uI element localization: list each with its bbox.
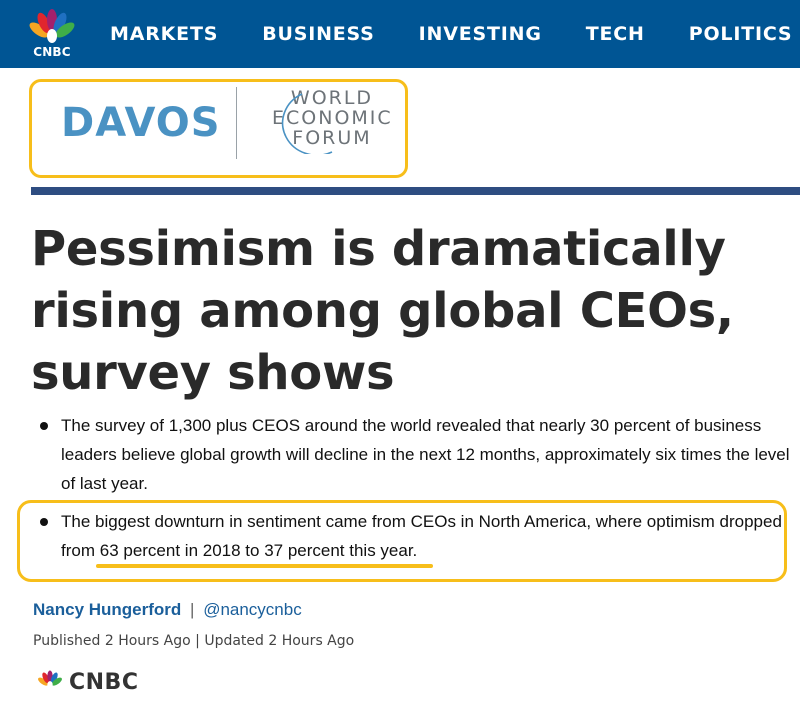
key-point-1: The survey of 1,300 plus CEOS around the… bbox=[40, 411, 795, 498]
author-link[interactable]: Nancy Hungerford bbox=[33, 600, 182, 619]
logo-wordmark: CNBC bbox=[33, 45, 71, 59]
nav-item-investing[interactable]: INVESTING bbox=[418, 23, 542, 45]
wef-line-1: WORLD bbox=[290, 87, 374, 109]
key-point-2: The biggest downturn in sentiment came f… bbox=[40, 507, 795, 568]
bullet-icon bbox=[40, 422, 48, 430]
top-nav: CNBC MARKETS BUSINESS INVESTING TECH POL… bbox=[0, 0, 800, 68]
davos-banner[interactable]: DAVOS WORLD ECONOMIC FORUM bbox=[29, 79, 408, 178]
wef-line-2: ECONOMIC bbox=[272, 107, 393, 129]
nav-item-markets[interactable]: MARKETS bbox=[110, 23, 219, 45]
nav-menu: MARKETS BUSINESS INVESTING TECH POLITICS bbox=[110, 0, 800, 68]
peacock-icon bbox=[38, 670, 62, 689]
davos-title: DAVOS bbox=[61, 100, 221, 146]
footer-wordmark: CNBC bbox=[69, 670, 139, 695]
byline-separator: | bbox=[190, 600, 195, 619]
publish-dateline: Published 2 Hours Ago | Updated 2 Hours … bbox=[33, 633, 355, 649]
wef-arc-icon bbox=[281, 93, 333, 154]
banner-divider bbox=[236, 87, 237, 159]
highlighted-stat-text: 63 percent in 2018 to 37 percent this ye… bbox=[99, 541, 418, 560]
key-point-1-text: The survey of 1,300 plus CEOS around the… bbox=[61, 416, 790, 493]
highlight-underline bbox=[95, 564, 434, 568]
key-points: The survey of 1,300 plus CEOS around the… bbox=[40, 411, 795, 568]
byline: Nancy Hungerford | @nancycnbc bbox=[33, 600, 302, 620]
article-headline: Pessimism is dramatically rising among g… bbox=[31, 221, 734, 401]
highlighted-stat: 63 percent in 2018 to 37 percent this ye… bbox=[95, 541, 434, 568]
bullet-icon bbox=[40, 518, 48, 526]
footer-cnbc-logo[interactable]: CNBC bbox=[33, 668, 163, 695]
twitter-handle-link[interactable]: @nancycnbc bbox=[203, 600, 302, 619]
cnbc-logo[interactable]: CNBC bbox=[20, 8, 84, 60]
nav-item-politics[interactable]: POLITICS bbox=[688, 23, 793, 45]
wef-line-3: FORUM bbox=[292, 127, 372, 149]
highlight-box bbox=[17, 500, 787, 582]
section-rule bbox=[31, 187, 800, 195]
nav-item-business[interactable]: BUSINESS bbox=[262, 23, 375, 45]
key-point-2-text: The biggest downturn in sentiment came f… bbox=[61, 512, 782, 560]
wef-logo: WORLD ECONOMIC FORUM bbox=[272, 87, 393, 154]
nav-item-tech[interactable]: TECH bbox=[585, 23, 645, 45]
peacock-icon bbox=[29, 9, 75, 43]
